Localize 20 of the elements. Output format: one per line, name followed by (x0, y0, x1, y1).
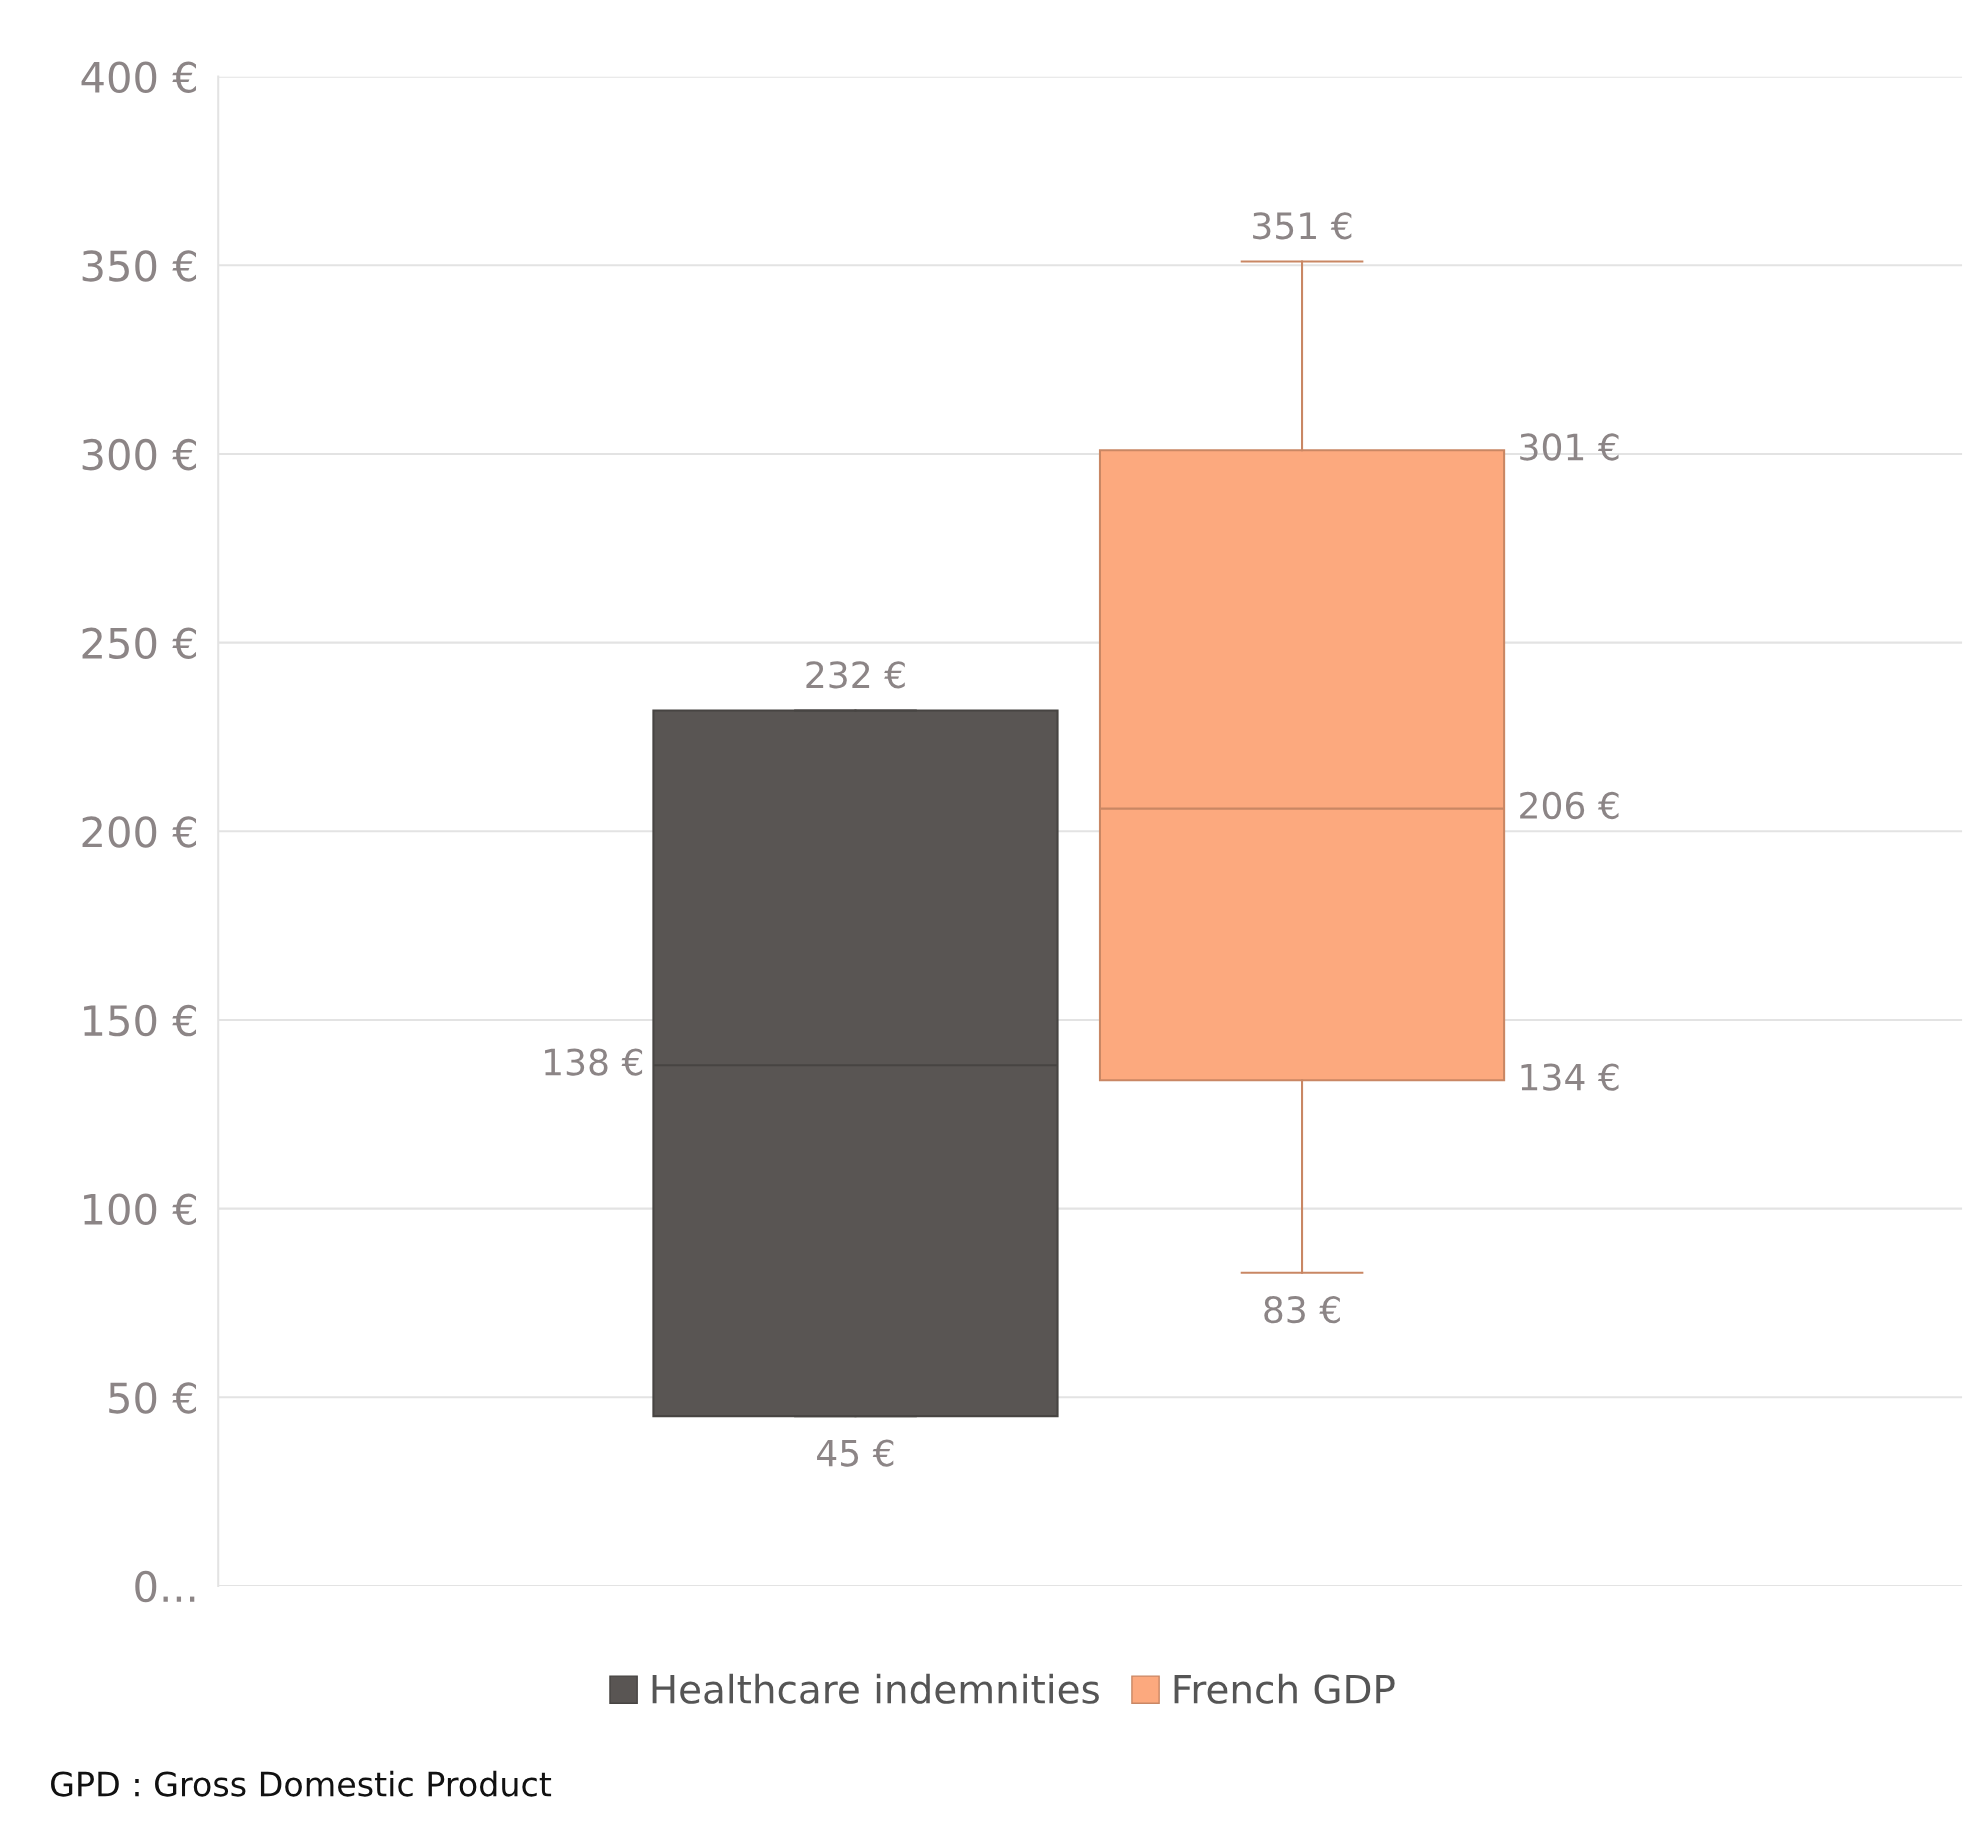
text: 301 € (1520, 433, 1619, 461)
text: 232 € (806, 661, 905, 689)
y-tick-label: 300 € (82, 438, 197, 471)
y-tick-label: 400 € (81, 61, 197, 94)
text: 138 € (545, 1048, 643, 1076)
text: GPD : Gross Domestic Product (51, 1770, 552, 1797)
text: 83 € (1264, 1296, 1340, 1324)
text: 351 € (1253, 212, 1352, 240)
y-tick-label: 350 € (82, 250, 197, 282)
text: 45 € (817, 1439, 894, 1467)
y-tick-label: 100 € (84, 1193, 197, 1226)
legend-label: French GDP (1174, 1673, 1395, 1704)
y-tick-label: 50 € (109, 1382, 197, 1414)
y-tick-label: 250 € (82, 627, 197, 660)
text: 206 € (1520, 791, 1619, 820)
y-tick-label: 200 € (82, 816, 197, 848)
legend-label: Healthcare indemnities (652, 1673, 1099, 1704)
text: 134 € (1521, 1063, 1619, 1091)
y-tick-label: 0... (135, 1570, 195, 1603)
y-tick-label: 150 € (84, 1004, 197, 1037)
